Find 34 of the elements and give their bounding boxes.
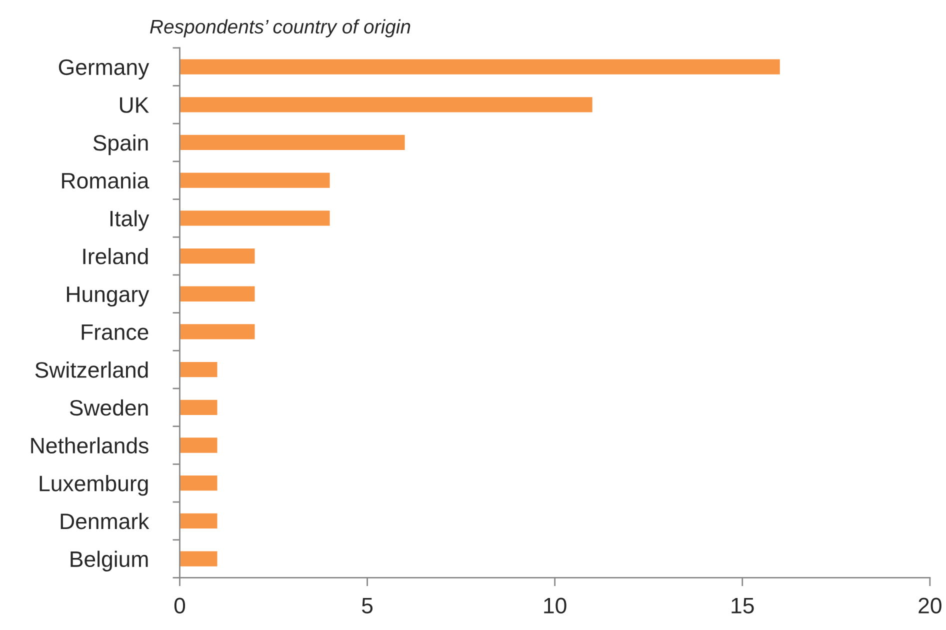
bar (180, 97, 592, 112)
y-tick-label: Denmark (60, 512, 150, 530)
y-tick-label: Ireland (83, 248, 148, 264)
x-tick-label: 5 (362, 598, 373, 614)
y-tick-label: Luxemburg (40, 475, 148, 496)
y-tick-label: Italy (110, 210, 150, 231)
y-tick-label: Belgium (70, 550, 148, 572)
bar (180, 551, 218, 566)
bar (180, 210, 330, 226)
y-tick-label: Netherlands (31, 437, 148, 454)
y-tick-label: Spain (93, 134, 148, 156)
y-tick-label: Hungary (67, 286, 150, 307)
bar (180, 59, 780, 74)
bar (180, 324, 255, 340)
bar (180, 248, 255, 264)
y-tick-label: Sweden (70, 399, 148, 416)
x-tick-label: 0 (174, 598, 186, 614)
bar (180, 400, 218, 415)
y-tick-label: UK (120, 97, 149, 113)
bar (180, 172, 330, 188)
bar (180, 286, 255, 302)
bar (180, 513, 218, 529)
y-tick-label: France (82, 324, 148, 340)
bar (180, 438, 218, 453)
y-tick-label: Germany (58, 59, 150, 80)
y-tick-label: Switzerland (35, 362, 148, 378)
bar (180, 134, 405, 150)
y-tick-label: Romania (62, 172, 150, 189)
x-tick-label: 15 (732, 598, 754, 614)
bar (180, 362, 218, 378)
bar (180, 476, 218, 491)
chart-title: Respondents’ country of origin (150, 19, 410, 38)
x-tick-label: 10 (544, 598, 566, 614)
x-tick-label: 20 (918, 598, 942, 614)
